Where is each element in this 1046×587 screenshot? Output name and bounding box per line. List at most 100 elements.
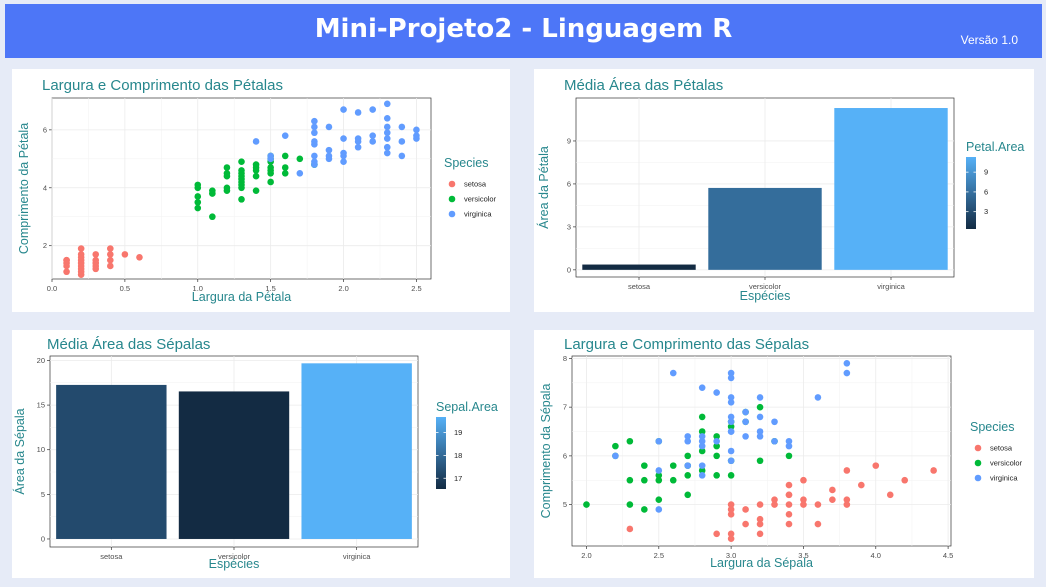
point-versicolor bbox=[713, 452, 720, 460]
point-versicolor bbox=[785, 452, 793, 460]
point-setosa bbox=[814, 520, 822, 528]
x-tick-label: 2.0 bbox=[581, 551, 591, 560]
point-virginica bbox=[655, 467, 663, 474]
point-setosa bbox=[92, 265, 100, 273]
point-virginica bbox=[311, 152, 318, 160]
point-virginica bbox=[814, 394, 822, 401]
legend-label-versicolor: versicolor bbox=[990, 459, 1023, 468]
point-versicolor bbox=[296, 155, 304, 163]
point-setosa bbox=[785, 481, 793, 489]
point-versicolor bbox=[684, 491, 692, 499]
x-tick-label: virginica bbox=[343, 552, 371, 561]
chart-title: Largura e Comprimento das Sépalas bbox=[564, 336, 809, 353]
point-setosa bbox=[77, 268, 85, 276]
colorbar-tick-label: 3 bbox=[984, 207, 988, 216]
x-tick-label: 0.5 bbox=[120, 284, 130, 293]
point-versicolor bbox=[713, 472, 720, 479]
y-axis-label: Área da Pétala bbox=[536, 146, 551, 229]
point-versicolor bbox=[698, 428, 706, 435]
point-versicolor bbox=[626, 437, 634, 445]
y-tick-label: 2 bbox=[43, 241, 47, 250]
point-setosa bbox=[107, 251, 114, 258]
point-versicolor bbox=[583, 501, 590, 508]
point-versicolor bbox=[238, 196, 245, 203]
point-virginica bbox=[756, 433, 764, 440]
x-tick-label: setosa bbox=[628, 282, 651, 291]
point-setosa bbox=[727, 535, 735, 542]
point-setosa bbox=[800, 496, 807, 504]
chart-title: Largura e Comprimento das Pétalas bbox=[42, 77, 283, 94]
x-tick-label: versicolor bbox=[218, 552, 251, 561]
y-tick-label: 8 bbox=[563, 354, 567, 363]
legend-title: Species bbox=[970, 420, 1014, 434]
point-setosa bbox=[727, 501, 735, 508]
colorbar-title: Sepal.Area bbox=[436, 400, 498, 414]
legend-label-setosa: setosa bbox=[990, 444, 1013, 453]
point-virginica bbox=[742, 418, 749, 426]
y-tick-label: 0 bbox=[41, 534, 45, 543]
point-virginica bbox=[843, 360, 851, 367]
x-axis-label: Largura da Sépala bbox=[710, 556, 813, 570]
legend-label-setosa: setosa bbox=[464, 180, 487, 189]
point-virginica bbox=[383, 135, 391, 142]
y-tick-label: 6 bbox=[43, 125, 47, 134]
colorbar-tick-label: 9 bbox=[984, 168, 988, 177]
point-virginica bbox=[369, 106, 376, 113]
point-setosa bbox=[756, 501, 764, 508]
point-versicolor bbox=[267, 178, 274, 186]
point-versicolor bbox=[698, 447, 706, 455]
bar-virginica bbox=[301, 363, 412, 539]
point-versicolor bbox=[698, 413, 706, 421]
y-axis-label: Comprimento da Sépala bbox=[539, 384, 553, 519]
point-virginica bbox=[340, 135, 347, 142]
point-versicolor bbox=[267, 164, 274, 171]
colorbar-title: Petal.Area bbox=[966, 140, 1024, 154]
y-tick-label: 9 bbox=[567, 136, 571, 145]
x-tick-label: 0.0 bbox=[47, 284, 57, 293]
point-setosa bbox=[107, 256, 114, 264]
point-virginica bbox=[311, 158, 318, 166]
x-tick-label: 3.0 bbox=[726, 551, 736, 560]
legend-title: Species bbox=[444, 156, 488, 170]
y-tick-label: 5 bbox=[563, 500, 567, 509]
x-tick-label: 1.0 bbox=[193, 284, 203, 293]
point-setosa bbox=[107, 245, 114, 252]
point-virginica bbox=[383, 143, 391, 151]
point-virginica bbox=[843, 369, 851, 377]
point-versicolor bbox=[612, 442, 619, 450]
point-versicolor bbox=[223, 184, 231, 192]
x-tick-label: 4.5 bbox=[943, 551, 953, 560]
version-label: Versão 1.0 bbox=[960, 33, 1018, 47]
chart-title: Média Área das Pétalas bbox=[564, 77, 723, 94]
point-virginica bbox=[727, 457, 735, 465]
point-virginica bbox=[383, 100, 391, 108]
y-tick-label: 6 bbox=[567, 179, 571, 188]
app-header: Mini-Projeto2 - Linguagem R Versão 1.0 bbox=[5, 4, 1042, 58]
point-setosa bbox=[727, 530, 735, 538]
legend-marker-virginica bbox=[974, 474, 982, 482]
point-virginica bbox=[727, 369, 735, 377]
point-virginica bbox=[354, 109, 362, 116]
y-tick-label: 0 bbox=[567, 265, 571, 274]
point-virginica bbox=[742, 408, 749, 416]
legend-marker-versicolor bbox=[448, 195, 456, 203]
x-tick-label: 2.5 bbox=[654, 551, 664, 560]
point-virginica bbox=[727, 413, 735, 421]
point-virginica bbox=[727, 398, 735, 406]
point-versicolor bbox=[223, 169, 231, 177]
legend-label-virginica: virginica bbox=[990, 474, 1018, 483]
point-virginica bbox=[684, 462, 692, 469]
point-setosa bbox=[771, 496, 778, 504]
point-virginica bbox=[354, 143, 362, 151]
point-virginica bbox=[398, 123, 406, 131]
point-virginica bbox=[698, 433, 706, 440]
point-setosa bbox=[77, 251, 85, 258]
point-virginica bbox=[727, 428, 735, 435]
point-setosa bbox=[92, 256, 100, 264]
point-virginica bbox=[727, 394, 735, 401]
point-virginica bbox=[785, 437, 793, 445]
point-setosa bbox=[727, 506, 735, 513]
point-setosa bbox=[756, 530, 764, 538]
point-setosa bbox=[107, 262, 114, 270]
chart-title: Média Área das Sépalas bbox=[47, 336, 210, 353]
